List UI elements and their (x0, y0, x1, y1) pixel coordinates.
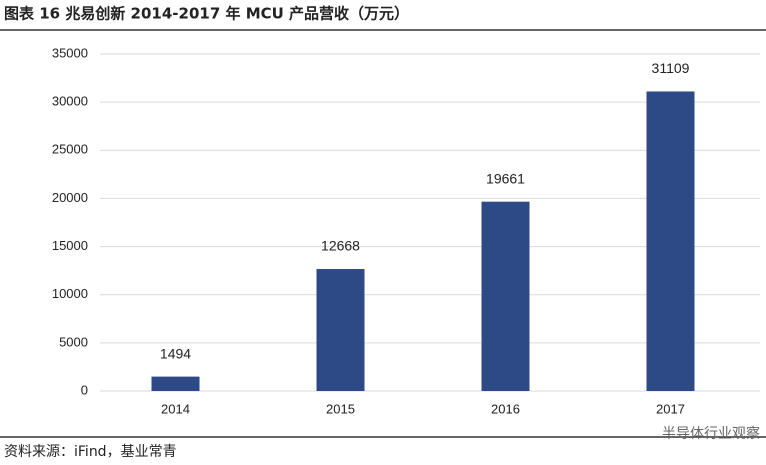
bar (316, 269, 365, 391)
y-tick-label: 15000 (52, 238, 88, 253)
y-tick-label: 20000 (52, 190, 88, 205)
y-tick-label: 25000 (52, 142, 88, 157)
source-note: 资料来源：iFind，基业常青 (4, 443, 177, 460)
bar (151, 376, 200, 391)
x-tick-label: 2017 (656, 401, 685, 416)
y-tick-label: 0 (81, 382, 88, 397)
y-tick-label: 5000 (59, 334, 88, 349)
y-tick-label: 30000 (52, 94, 88, 109)
x-tick-label: 2016 (491, 401, 520, 416)
y-tick-label: 35000 (52, 45, 88, 60)
data-label: 1494 (160, 345, 191, 361)
chart-title: 图表 16 兆易创新 2014-2017 年 MCU 产品营收（万元） (4, 5, 409, 23)
x-tick-label: 2015 (326, 401, 355, 416)
data-label: 19661 (486, 170, 525, 186)
x-tick-label: 2014 (161, 401, 190, 416)
y-tick-label: 10000 (52, 286, 88, 301)
data-label: 31109 (652, 60, 690, 76)
data-label: 12668 (321, 238, 360, 254)
bar (481, 201, 530, 391)
bar (646, 91, 695, 391)
watermark: 半导体行业观察 (662, 425, 760, 442)
